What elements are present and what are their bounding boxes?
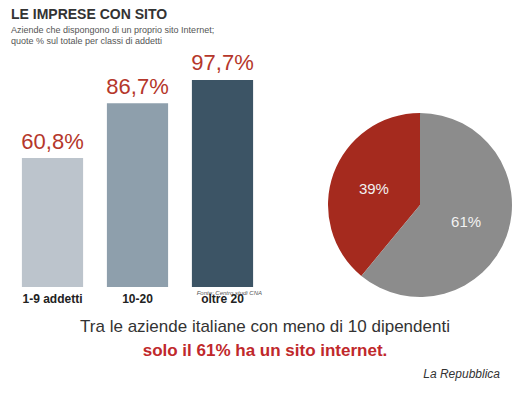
svg-text:Tra le aziende italiane con me: Tra le aziende italiane con meno di 10 d… [80, 317, 450, 336]
svg-text:solo il 61% ha un sito interne: solo il 61% ha un sito internet. [143, 341, 388, 360]
svg-text:oltre 20: oltre 20 [201, 292, 244, 306]
svg-text:97,7%: 97,7% [191, 50, 253, 75]
svg-text:39%: 39% [359, 180, 389, 197]
svg-text:quote % sul totale per classi: quote % sul totale per classi di addetti [11, 36, 162, 46]
svg-text:10-20: 10-20 [122, 292, 153, 306]
svg-text:La Repubblica: La Repubblica [423, 367, 500, 381]
svg-text:61%: 61% [451, 213, 481, 230]
svg-text:LE IMPRESE CON SITO: LE IMPRESE CON SITO [11, 6, 167, 22]
svg-text:1-9 addetti: 1-9 addetti [22, 292, 82, 306]
svg-text:60,8%: 60,8% [21, 129, 83, 154]
svg-text:86,7%: 86,7% [106, 74, 168, 99]
svg-text:Aziende che dispongono di un p: Aziende che dispongono di un proprio sit… [11, 25, 214, 35]
